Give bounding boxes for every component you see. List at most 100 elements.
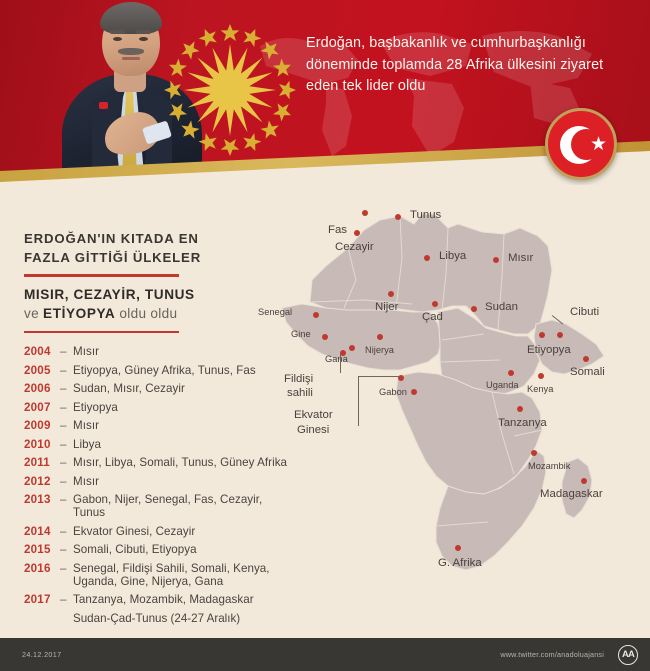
visit-year: 2017	[24, 593, 51, 606]
map-dot-uganda	[508, 370, 514, 376]
visit-row: 2009– Mısır	[24, 419, 292, 432]
map-label-misir: Mısır	[508, 252, 534, 264]
map-dot-kenya	[538, 373, 544, 379]
footer-bar: 24.12.2017 www.twitter.com/anadoluajansi…	[0, 638, 650, 671]
subtitle-bold-countries: MISIR, CEZAYİR, TUNUS	[24, 286, 195, 302]
stats-panel: ERDOĞAN'IN KITADA EN FAZLA GİTTİĞİ ÜLKEL…	[24, 230, 292, 625]
visit-year: 2011	[24, 456, 50, 469]
panel-subtitle: MISIR, CEZAYİR, TUNUS ve ETİYOPYA oldu o…	[24, 285, 292, 324]
leader-line-ekvator-v	[358, 376, 360, 426]
africa-map-shape	[281, 213, 605, 571]
visit-dash: –	[60, 456, 67, 469]
visit-countries: Gabon, Nijer, Senegal, Fas, Cezayir, Tun…	[73, 493, 263, 519]
map-dot-cad	[432, 301, 438, 307]
map-label-sudan: Sudan	[485, 301, 518, 313]
visit-year: 2004	[24, 345, 51, 358]
visit-dash: –	[60, 400, 67, 414]
visit-year: 2007	[24, 400, 51, 414]
map-label-tanzanya: Tanzanya	[498, 417, 547, 429]
map-dot-cibuti	[557, 332, 563, 338]
map-dot-cezayir	[354, 230, 360, 236]
map-label-gine: Gine	[291, 329, 311, 339]
footer-twitter-url[interactable]: www.twitter.com/anadoluajansi	[500, 650, 604, 659]
visit-countries: Sudan, Mısır, Cezayir	[73, 382, 185, 395]
map-dot-g-afrika	[455, 545, 461, 551]
visit-countries: Mısır, Libya, Somali, Tunus, Güney Afrik…	[73, 456, 288, 469]
visit-year: 2006	[24, 382, 51, 395]
visit-countries: Mısır	[73, 419, 100, 432]
map-label-cezayir: Cezayir	[335, 241, 374, 253]
visit-year: 2009	[24, 419, 51, 432]
visit-row: 2007– Etiyopya	[24, 401, 292, 414]
visit-row: 2017– Tanzanya, Mozambik, Madagaskar	[24, 593, 292, 606]
header-banner: Erdoğan, başbakanlık ve cumhurbaşkanlığı…	[0, 0, 650, 185]
map-dot-tunus	[395, 214, 401, 220]
map-label-fildisi-sahili-2: sahili	[287, 387, 313, 399]
anadolu-agency-logo-icon: AA	[618, 645, 638, 665]
map-label-kenya: Kenya	[527, 384, 554, 394]
visit-year: 2013	[24, 493, 51, 506]
visit-countries: Etiyopya	[73, 400, 118, 414]
visit-dash: –	[60, 345, 67, 358]
map-dot-nijer	[388, 291, 394, 297]
subtitle-connector: ve	[24, 306, 44, 321]
visit-countries: Ekvator Ginesi, Cezayir	[73, 524, 196, 538]
map-dot-gine	[322, 334, 328, 340]
map-dot-gana	[349, 345, 355, 351]
visit-countries: Mısır	[73, 345, 100, 358]
visit-row: 2015– Somali, Cibuti, Etiyopya	[24, 543, 292, 556]
content-area: ERDOĞAN'IN KITADA EN FAZLA GİTTİĞİ ÜLKEL…	[0, 178, 650, 638]
visit-row: 2012– Mısır	[24, 475, 292, 488]
visit-year: 2005	[24, 363, 51, 377]
map-label-cad: Çad	[422, 311, 443, 323]
map-dot-mozambik	[531, 450, 537, 456]
visit-countries: Tanzanya, Mozambik, Madagaskar	[73, 593, 254, 606]
visit-footnote: Sudan-Çad-Tunus (24-27 Aralık)	[73, 611, 241, 625]
footer-date: 24.12.2017	[22, 650, 62, 659]
map-dot-ekvator-ginesi	[398, 375, 404, 381]
map-dot-madagaskar	[581, 478, 587, 484]
visit-countries: Senegal, Fildişi Sahili, Somali, Kenya, …	[73, 561, 270, 588]
visit-dash: –	[60, 382, 67, 395]
map-label-etiyopya: Etiyopya	[527, 344, 571, 356]
map-label-g-afrika: G. Afrika	[438, 557, 482, 569]
visit-dash: –	[60, 593, 67, 606]
map-dot-etiyopya	[539, 332, 545, 338]
map-label-tunus: Tunus	[410, 209, 442, 221]
map-dot-nijerya	[377, 334, 383, 340]
panel-kicker: ERDOĞAN'IN KITADA EN FAZLA GİTTİĞİ ÜLKEL…	[24, 230, 292, 267]
visit-countries: Somali, Cibuti, Etiyopya	[73, 543, 197, 556]
turkish-flag-roundel-icon: ★	[545, 108, 617, 180]
map-label-uganda: Uganda	[486, 380, 519, 390]
visit-year: 2014	[24, 524, 51, 538]
leader-line-fildisi	[340, 353, 342, 373]
subtitle-bold-ethiopia: ETİYOPYA	[43, 306, 116, 321]
map-dot-libya	[424, 255, 430, 261]
visit-dash: –	[60, 493, 67, 506]
kicker-line-1: ERDOĞAN'IN KITADA EN	[24, 231, 199, 246]
visit-dash: –	[60, 524, 67, 538]
visit-row: 2005– Etiyopya, Güney Afrika, Tunus, Fas	[24, 364, 292, 377]
visit-row: 2010– Libya	[24, 438, 292, 451]
leader-line-ekvator-h	[358, 376, 400, 378]
africa-map: Tunus Fas Cezayir Libya Mısır Nijer Çad Sudan Ci…	[252, 184, 650, 634]
map-label-madagaskar: Madagaskar	[540, 488, 603, 500]
visit-row: 2016– Senegal, Fildişi Sahili, Somali, Ke…	[24, 562, 292, 588]
kicker-line-2: FAZLA GİTTİĞİ ÜLKELER	[24, 249, 202, 265]
visit-countries: Mısır	[73, 474, 100, 488]
visit-year: 2015	[24, 543, 51, 556]
visit-dash: –	[60, 561, 67, 575]
map-label-mozambik: Mozambik	[528, 461, 571, 471]
turkish-presidency-emblem-icon	[164, 24, 296, 156]
map-label-libya: Libya	[439, 250, 467, 262]
map-label-gabon: Gabon	[379, 387, 407, 397]
map-dot-somali	[583, 356, 589, 362]
visit-row: 2013– Gabon, Nijer, Senegal, Fas, Cezayir…	[24, 493, 292, 519]
subtitle-tail: oldu oldu	[115, 306, 178, 321]
map-dot-fas	[362, 210, 368, 216]
map-label-fildisi-sahili: Fildişi	[284, 373, 314, 385]
visit-dash: –	[60, 474, 67, 488]
headline-text: Erdoğan, başbakanlık ve cumhurbaşkanlığı…	[306, 35, 604, 94]
map-label-nijerya: Nijerya	[365, 345, 394, 355]
